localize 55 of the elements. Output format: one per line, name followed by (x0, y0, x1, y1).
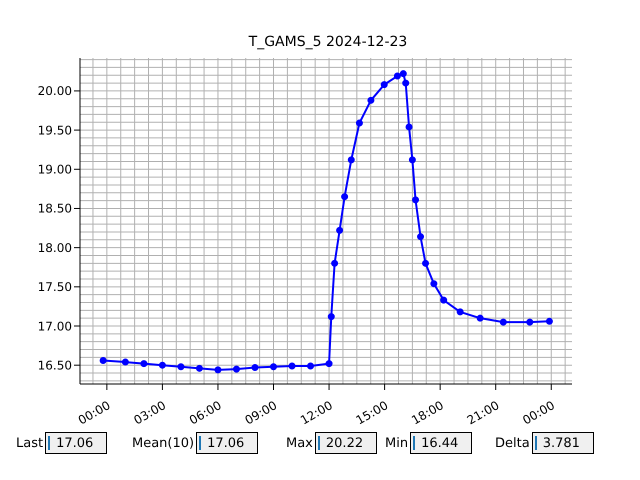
point (500, 318, 507, 326)
text: Delta (495, 436, 530, 450)
point (196, 364, 203, 372)
point (356, 120, 363, 127)
y-tick-label: 18.50 (38, 202, 72, 216)
point (476, 314, 484, 322)
point (412, 196, 420, 204)
point (546, 318, 553, 325)
point (326, 360, 333, 368)
point (328, 313, 335, 320)
text: Last (16, 436, 44, 450)
text-field: 17.06 (196, 432, 258, 454)
text-field: 20.22 (314, 432, 377, 454)
point (400, 70, 407, 78)
y-tick-label: 16.50 (38, 358, 72, 372)
text: Mean(10) (132, 436, 194, 450)
point (406, 123, 413, 130)
point (251, 364, 258, 372)
text-field: 16.44 (410, 432, 472, 454)
y-tick-label: 17.50 (38, 280, 72, 294)
point (367, 96, 374, 104)
point (140, 360, 148, 368)
point (380, 81, 388, 88)
point (232, 366, 240, 373)
point (307, 362, 314, 370)
point (348, 156, 355, 164)
y-tick-label: 19.00 (38, 162, 72, 177)
point (336, 226, 344, 234)
y-tick-label: 18.00 (38, 240, 72, 255)
y-tick-label: 20.00 (38, 84, 72, 98)
point (177, 363, 184, 370)
point (331, 260, 338, 267)
point (122, 358, 129, 366)
text-field: 3.781 (532, 432, 594, 454)
point (526, 318, 534, 326)
point (430, 280, 438, 288)
text: Min (385, 436, 408, 450)
y-tick-label: 19.50 (38, 123, 72, 138)
text: Max (286, 436, 313, 450)
point (288, 362, 296, 370)
point (341, 193, 348, 200)
point (456, 308, 464, 316)
point (394, 72, 401, 80)
point (440, 296, 448, 304)
point (402, 80, 410, 87)
point (408, 156, 416, 164)
point (214, 366, 222, 374)
point (270, 363, 278, 370)
text-field: 17.06 (45, 432, 108, 454)
y-tick-label: 17.00 (38, 319, 72, 334)
point (100, 356, 107, 364)
point (422, 260, 430, 267)
point (417, 233, 424, 240)
point (158, 362, 166, 369)
chart-title: T_GAMS_5 2024-12-23 (248, 34, 408, 50)
